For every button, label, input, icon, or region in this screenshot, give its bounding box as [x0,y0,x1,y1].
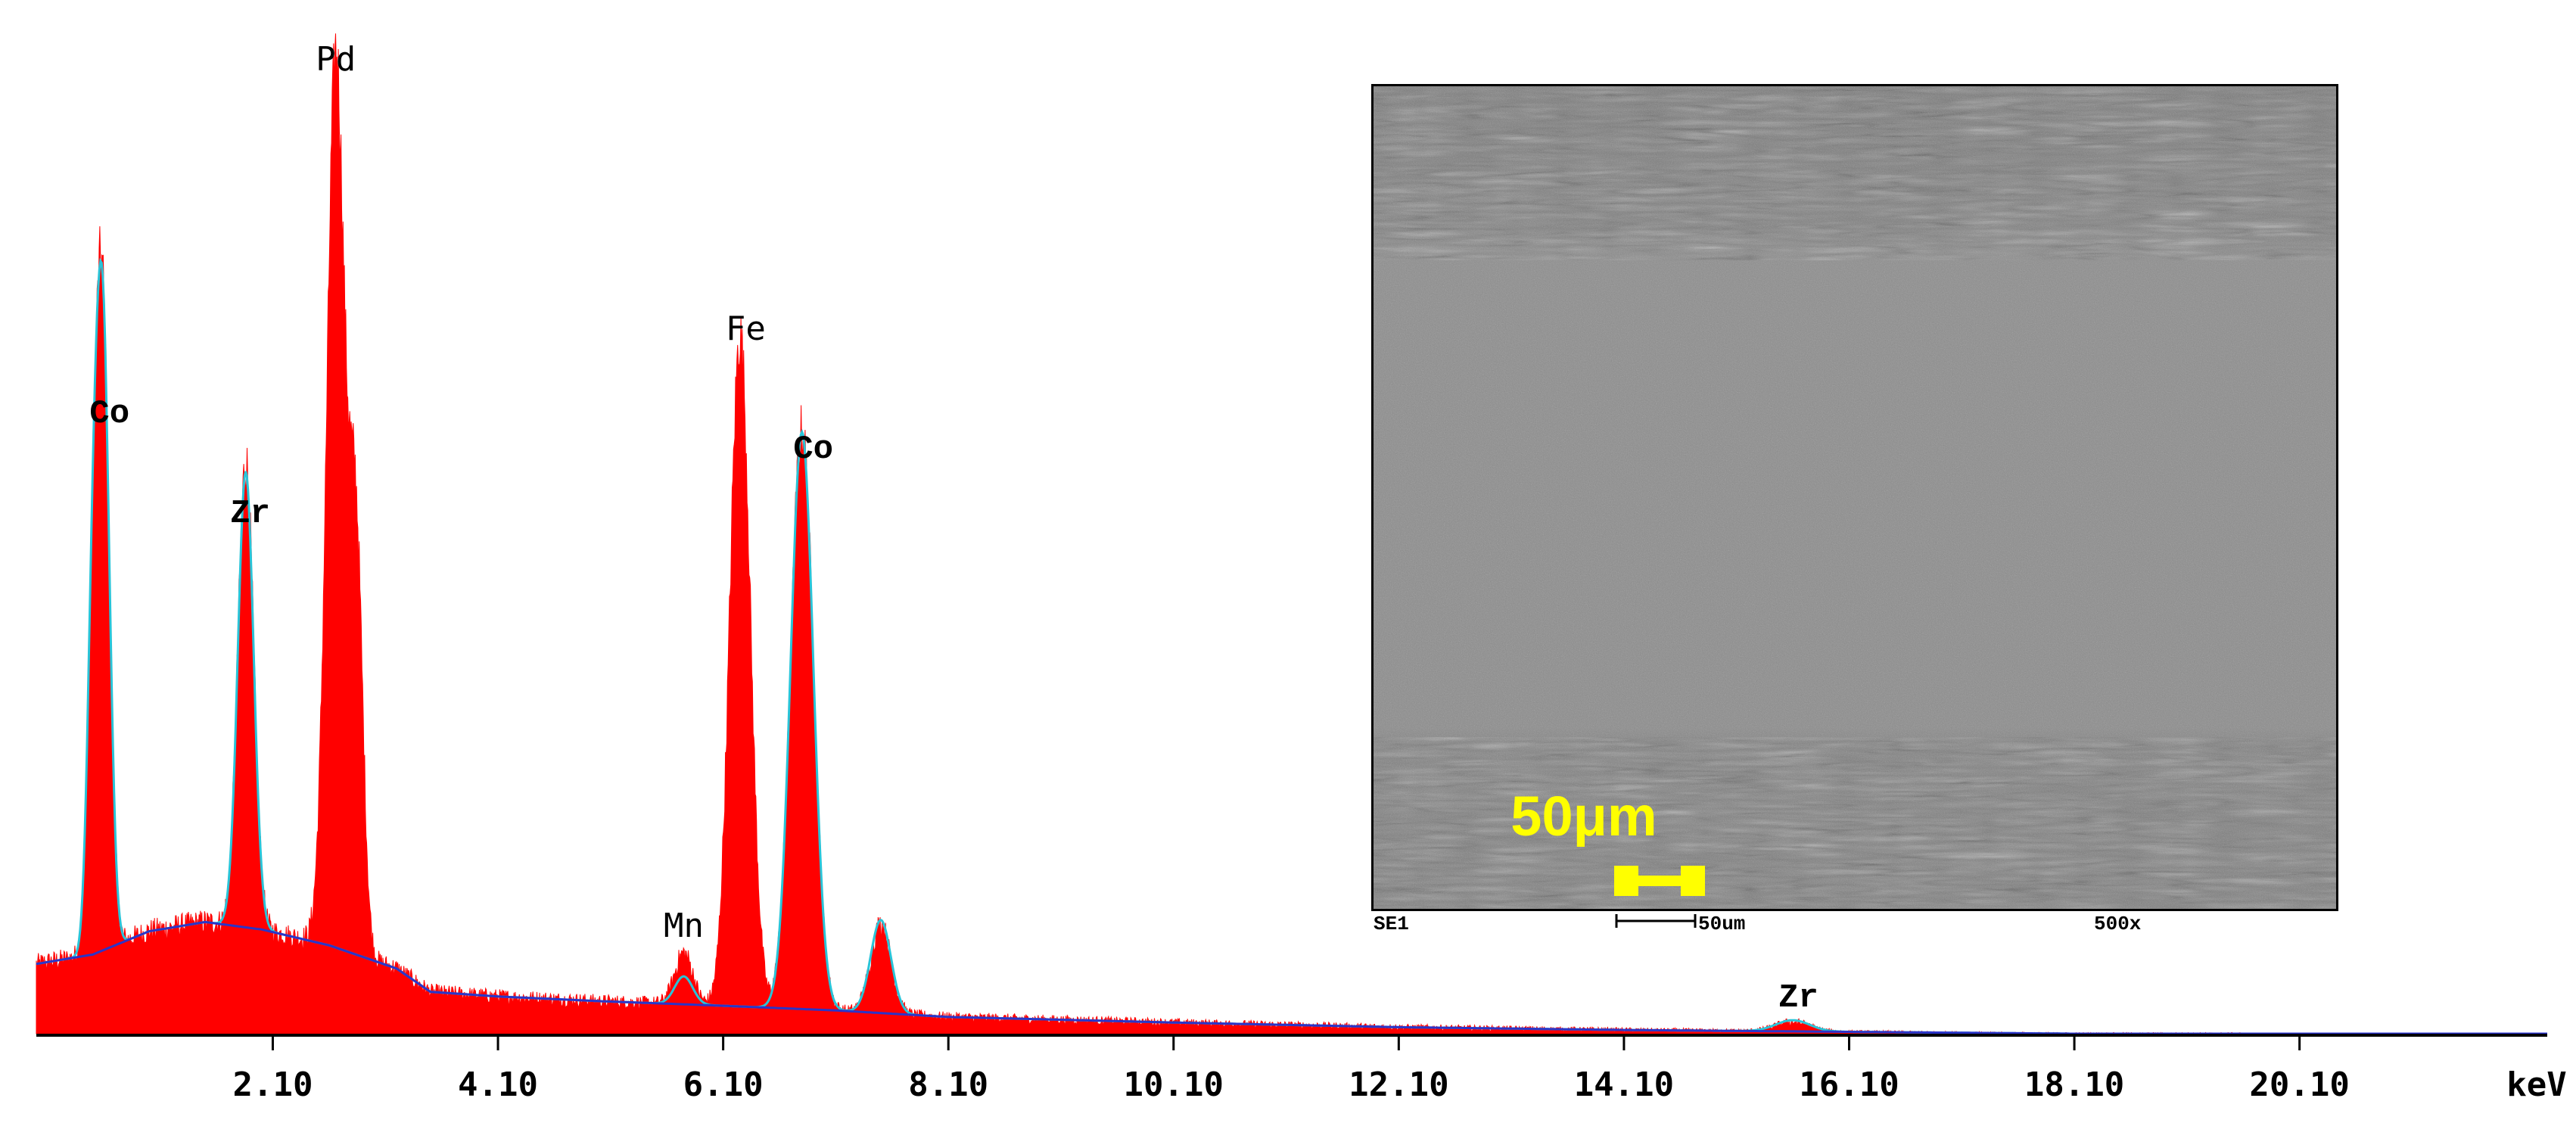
peak-label-pd: Pd [316,40,356,79]
scale-overlay-label: 50μm [1510,785,1657,848]
peak-label-fe: Fe [726,310,766,348]
x-tick-label: 10.10 [1124,1065,1224,1104]
x-axis-unit: keV [2506,1065,2566,1104]
x-tick-label: 16.10 [1799,1065,1899,1104]
peak-label-co: Co [793,431,833,468]
x-tick-label: 20.10 [2249,1065,2349,1104]
x-tick-label: 18.10 [2024,1065,2124,1104]
x-tick-label: 12.10 [1349,1065,1448,1104]
sem-micrograph: 50μm [1371,84,2338,911]
scale-label: 50um [1698,913,1746,935]
peak-label-zr: Zr [230,495,270,533]
detector-label: SE1 [1374,913,1409,935]
scale-bar-icon [1615,910,1698,938]
x-tick-label: 4.10 [458,1065,538,1104]
x-tick-label: 8.10 [908,1065,988,1104]
sem-image: 50μm [1374,86,2336,909]
x-axis: 2.10 4.10 6.10 8.10 10.10 12.10 14.10 16.10 18.1… [36,1034,2567,1104]
sem-status-bar: SE1 50um 500x [1371,910,2338,940]
magnification-label: 500x [2094,913,2142,935]
x-tick-label: 2.10 [232,1065,313,1104]
peak-label-mn: Mn [664,907,704,945]
peak-label-co: Co [89,395,129,433]
x-tick-label: 14.10 [1574,1065,1674,1104]
peak-labels: Pd Co Zr Fe Co Mn Zr [89,40,1818,1017]
peak-label-zr: Zr [1778,979,1818,1017]
x-tick-label: 6.10 [683,1065,764,1104]
scale-overlay-bar [1614,866,1705,896]
